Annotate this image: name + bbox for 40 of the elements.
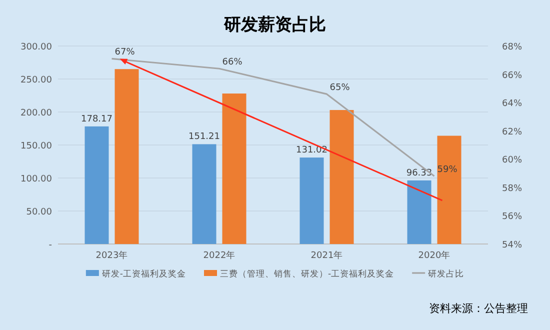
y2-tick-label: 64% (502, 99, 522, 110)
bar (192, 144, 216, 244)
x-tick-label: 2022年 (203, 250, 236, 261)
y2-tick-label: 58% (502, 184, 522, 194)
data-label: 151.21 (188, 132, 220, 142)
y2-tick-label: 66% (502, 70, 522, 81)
text: 资料来源：公告整理 (429, 302, 528, 315)
x-tick-label: 2023年 (96, 250, 128, 261)
x-tick-label: 2021年 (310, 250, 343, 261)
bar (114, 69, 139, 244)
x-tick-label: 2020年 (418, 250, 450, 261)
data-label: 131.02 (296, 146, 328, 156)
bar (407, 180, 432, 244)
y-tick-label: 50.00 (26, 208, 52, 218)
line-series (110, 58, 436, 177)
bar (300, 158, 324, 244)
data-label: 59% (437, 165, 458, 176)
y-tick-label: 100.00 (20, 174, 52, 184)
y-tick-label: 300.00 (20, 42, 52, 52)
y2-tick-label: 56% (502, 212, 522, 222)
y2-tick-label: 62% (502, 127, 522, 138)
bar (222, 94, 246, 244)
y2-tick-label: 68% (502, 42, 522, 52)
data-label: 67% (114, 48, 136, 58)
bar (84, 126, 109, 244)
y-tick-label: 150.00 (20, 142, 52, 152)
legend-label: 研发-工资福利及奖金 (102, 268, 186, 280)
data-label: 178.17 (81, 114, 112, 124)
y2-tick-label: 60% (502, 156, 522, 166)
y2-tick-label: 54% (502, 240, 522, 250)
data-label: 65% (330, 83, 350, 94)
y-tick-label: 250.00 (20, 76, 52, 86)
y-tick-label: - (48, 240, 52, 250)
legend-label: 三费（管理、销售、研发）-工资福利及奖金 (220, 268, 394, 280)
chart-title: 研发薪资占比 (223, 15, 326, 35)
bar (437, 136, 462, 244)
legend-label: 研发占比 (428, 268, 464, 280)
data-label: 66% (222, 58, 243, 68)
bar (330, 110, 354, 244)
y-tick-label: 200.00 (20, 108, 52, 118)
